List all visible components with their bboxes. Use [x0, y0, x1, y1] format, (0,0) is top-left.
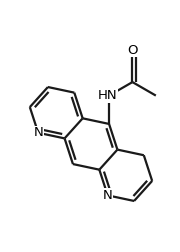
Text: O: O [127, 44, 138, 57]
Text: HN: HN [97, 89, 117, 102]
Text: N: N [103, 189, 112, 202]
Text: N: N [33, 126, 43, 139]
